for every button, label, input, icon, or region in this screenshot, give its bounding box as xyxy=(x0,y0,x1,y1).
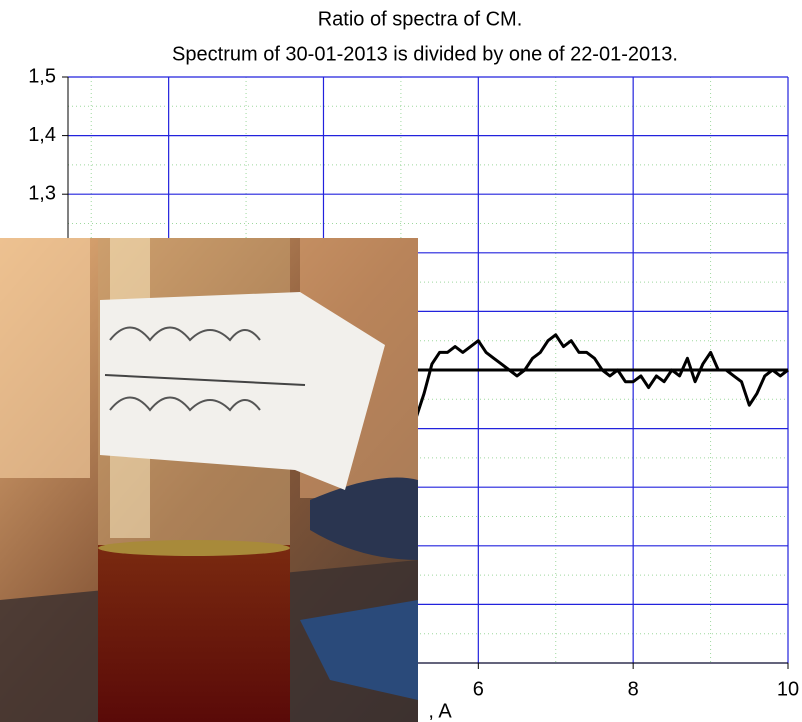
data-line xyxy=(414,333,789,418)
y-tick-label: 1,4 xyxy=(28,124,56,146)
x-tick-label: 6 xyxy=(473,678,484,700)
y-tick-label: 1,5 xyxy=(28,65,56,87)
y-tick-label: 1,3 xyxy=(28,182,56,204)
x-axis-label: , A xyxy=(428,700,452,722)
x-tick-label: 8 xyxy=(628,678,639,700)
photo-overlay xyxy=(0,238,418,722)
chart-subtitle: Spectrum of 30-01-2013 is divided by one… xyxy=(172,43,678,65)
x-tick-label: 10 xyxy=(777,678,799,700)
chart-title: Ratio of spectra of CM. xyxy=(318,8,523,30)
